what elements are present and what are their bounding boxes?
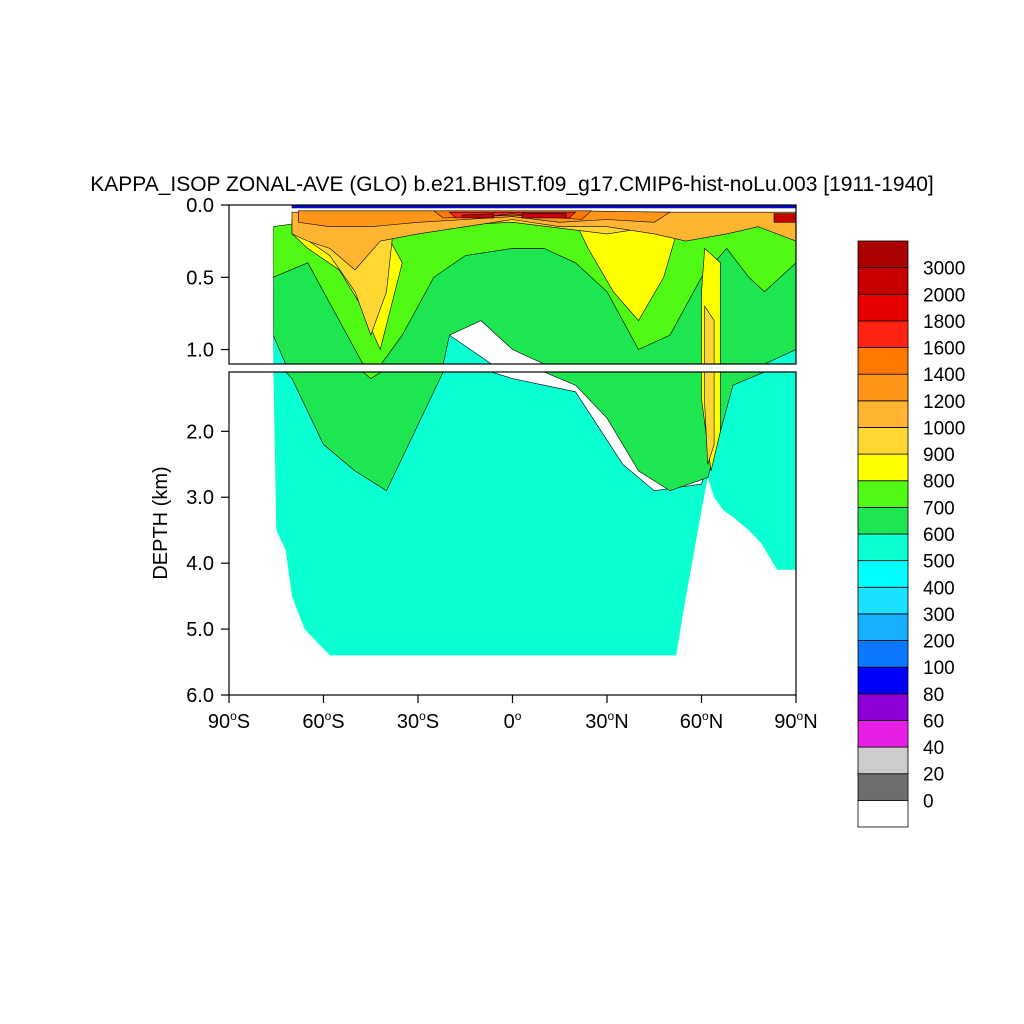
x-tick-label-2: 30oS <box>397 709 439 733</box>
colorbar-swatch-7 <box>857 613 909 641</box>
x-tick-label-4: 30oN <box>585 709 628 733</box>
contour-region-upper-15 <box>461 213 494 219</box>
colorbar-label-0: 0 <box>923 791 934 812</box>
colorbar-label-11: 700 <box>923 498 955 519</box>
upper-panel-frame <box>228 204 797 365</box>
colorbar-swatch-6 <box>857 640 909 668</box>
colorbar-label-8: 400 <box>923 578 955 599</box>
colorbar-swatch-13 <box>857 453 909 482</box>
colorbar-label-15: 1200 <box>923 392 965 413</box>
x-tick-label-0: 90oS <box>208 709 250 733</box>
colorbar-swatch-5 <box>857 666 909 695</box>
contour-region-lower-3 <box>285 372 766 492</box>
colorbar-label-12: 800 <box>923 472 955 493</box>
colorbar-label-18: 1800 <box>923 312 965 333</box>
x-tick-label-1: 60oS <box>302 709 344 733</box>
colorbar-swatch-3 <box>857 720 909 748</box>
land-mask-lower <box>229 372 796 695</box>
colorbar-swatch-0 <box>857 799 909 828</box>
colorbar-label-17: 1600 <box>923 339 965 360</box>
colorbar-swatch-20 <box>857 267 909 295</box>
contour-region-upper-10 <box>704 305 715 364</box>
colorbar-swatch-17 <box>857 347 909 375</box>
lower-yticks-tick-label-1: 3.0 <box>186 487 214 509</box>
colorbar-label-2: 40 <box>923 738 944 759</box>
colorbar-swatch-1 <box>857 773 909 801</box>
upper-yticks-tick-label-1: 0.5 <box>186 267 214 289</box>
colorbar-swatch-9 <box>857 560 909 588</box>
colorbar-label-4: 80 <box>923 685 944 706</box>
colorbar-label-19: 2000 <box>923 285 965 306</box>
colorbar-label-3: 60 <box>923 712 944 733</box>
lower-y-axis: 2.0 3.0 4.0 5.0 6.0 <box>186 421 229 707</box>
lower-yticks-tick-label-3: 5.0 <box>186 619 214 641</box>
upper-yticks-tick-label-2: 1.0 <box>186 340 214 362</box>
colorbar-label-6: 200 <box>923 632 955 653</box>
colorbar-swatch-11 <box>857 506 909 535</box>
contour-region-upper-17 <box>773 213 796 223</box>
colorbar-swatch-14 <box>857 427 909 455</box>
colorbar-swatch-12 <box>857 480 909 508</box>
y-axis-title: DEPTH (km) <box>150 466 172 579</box>
colorbar: 0 20 40 60 80 100 200 300 400 500 600 700 800 900 1000… <box>857 240 965 828</box>
colorbar-swatch-21 <box>857 240 909 269</box>
colorbar-swatch-8 <box>857 586 909 615</box>
colorbar-label-5: 100 <box>923 658 955 679</box>
chart-title: KAPPA_ISOP ZONAL-AVE (GLO) b.e21.BHIST.f… <box>90 173 934 196</box>
contour-region-upper-16 <box>521 213 567 219</box>
colorbar-label-20: 3000 <box>923 259 965 280</box>
upper-y-axis: 0.0 0.5 1.0 <box>186 195 229 362</box>
colorbar-label-9: 500 <box>923 552 955 573</box>
upper-yticks-tick-label-0: 0.0 <box>186 195 214 217</box>
colorbar-swatch-18 <box>857 320 909 348</box>
colorbar-label-7: 300 <box>923 605 955 626</box>
contour-region-upper-11 <box>291 211 796 271</box>
x-axis: 90oS 60oS 30oS 0o 30oN 60oN 90oN <box>208 695 818 733</box>
lower-yticks-tick-label-2: 4.0 <box>186 553 214 575</box>
lower-panel-contours <box>229 372 796 695</box>
colorbar-label-16: 1400 <box>923 365 965 386</box>
x-tick-label-6: 90oN <box>774 709 817 733</box>
upper-panel: 0.0 0.5 1.0 <box>186 195 797 365</box>
contour-region-lower-10 <box>704 372 715 465</box>
colorbar-swatch-19 <box>857 293 909 322</box>
upper-panel-contours <box>229 205 796 364</box>
x-tick-label-5: 60oN <box>680 709 723 733</box>
x-tick-label-3: 0o <box>504 709 522 733</box>
lower-yticks-tick-label-4: 6.0 <box>186 685 214 707</box>
colorbar-swatch-15 <box>857 400 909 428</box>
colorbar-swatch-10 <box>857 533 909 562</box>
lower-panel: 2.03.04.05.06.0 90oS 60oS 30oS 0o 30oN 60oN 90… <box>186 371 818 733</box>
colorbar-label-10: 600 <box>923 525 955 546</box>
contour-region-upper-18 <box>291 205 796 209</box>
colorbar-label-13: 900 <box>923 445 955 466</box>
colorbar-swatch-4 <box>857 693 909 721</box>
colorbar-label-1: 20 <box>923 765 944 786</box>
contour-region-lower-4 <box>362 372 382 379</box>
colorbar-label-14: 1000 <box>923 419 965 440</box>
colorbar-swatch-16 <box>857 373 909 402</box>
lower-yticks-tick-label-0: 2.0 <box>186 421 214 443</box>
colorbar-swatch-2 <box>857 746 909 775</box>
